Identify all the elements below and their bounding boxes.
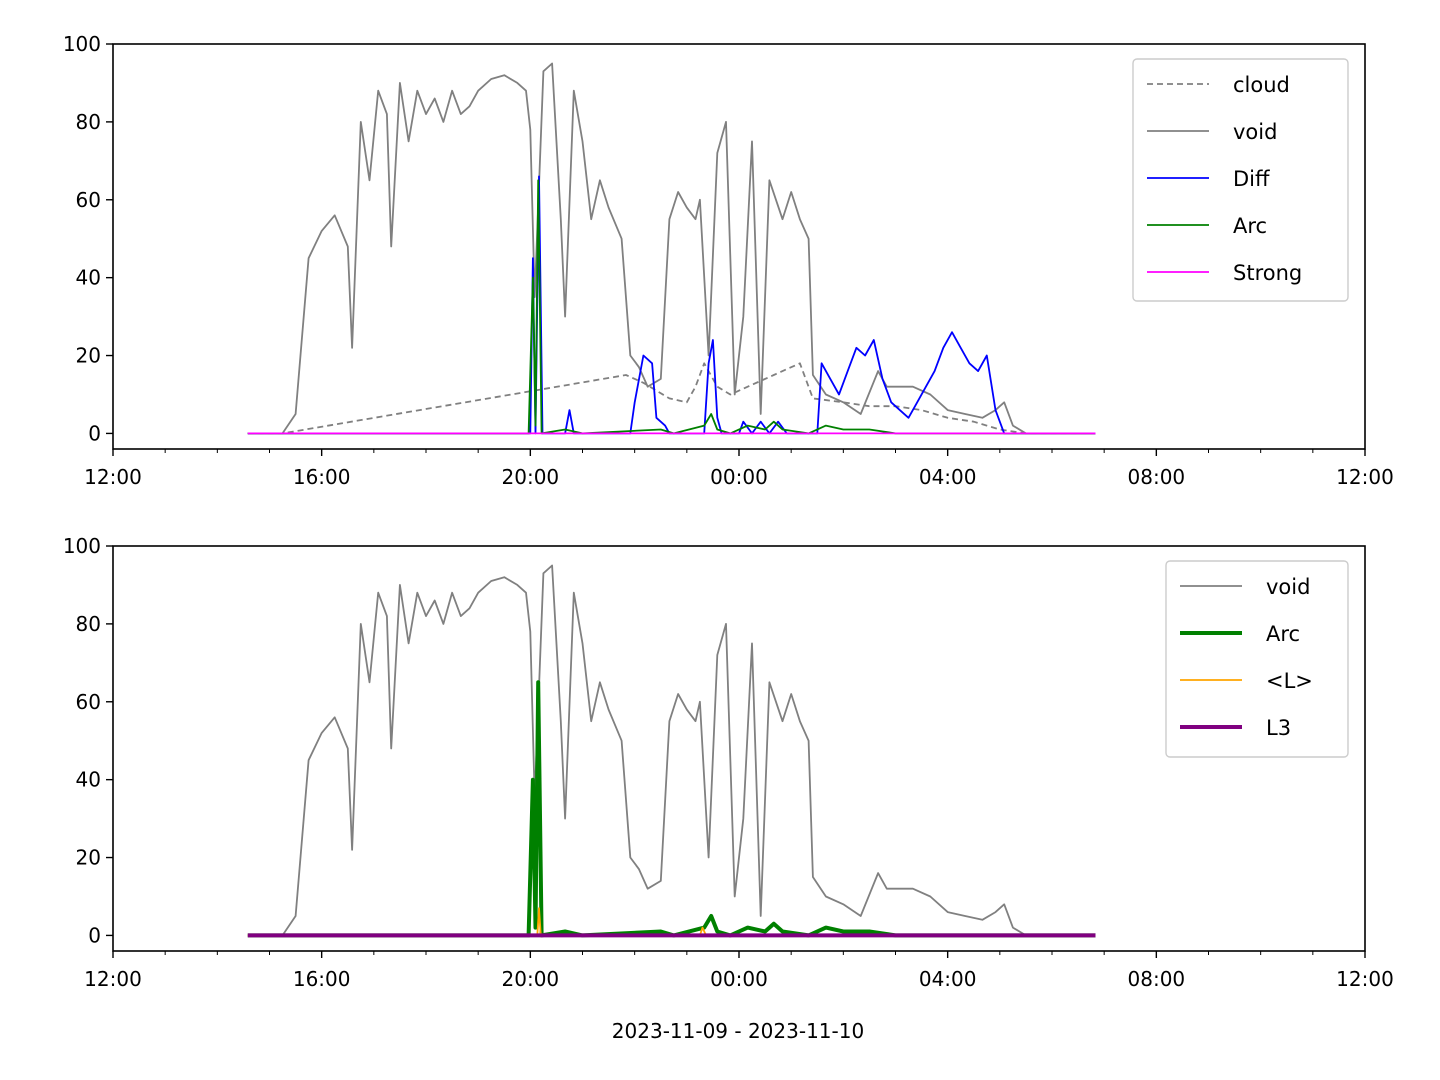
series-group bbox=[247, 564, 1096, 938]
x-tick-label: 08:00 bbox=[1128, 465, 1186, 489]
legend: cloud void Diff Arc Strong bbox=[1132, 58, 1349, 302]
x-tick-label: 12:00 bbox=[1336, 465, 1394, 489]
y-tick-label: 60 bbox=[76, 188, 101, 212]
x-axis-label: 2023-11-09 - 2023-11-10 bbox=[612, 1019, 864, 1043]
x-tick-label: 12:00 bbox=[84, 465, 142, 489]
legend-label: cloud bbox=[1233, 73, 1290, 97]
legend-label: Arc bbox=[1266, 622, 1300, 646]
legend-label: Strong bbox=[1233, 261, 1302, 285]
legend-label: <L> bbox=[1266, 669, 1313, 693]
x-tick-label: 00:00 bbox=[710, 967, 768, 991]
series-line bbox=[247, 179, 1096, 435]
y-tick-label: 80 bbox=[76, 110, 101, 134]
y-tick-label: 20 bbox=[76, 846, 101, 870]
y-tick-label: 100 bbox=[63, 32, 101, 56]
y-tick-label: 100 bbox=[63, 534, 101, 558]
y-tick-label: 80 bbox=[76, 612, 101, 636]
legend-label: void bbox=[1233, 120, 1277, 144]
x-tick-label: 00:00 bbox=[710, 465, 768, 489]
legend-label: Arc bbox=[1233, 214, 1267, 238]
x-tick-label: 08:00 bbox=[1128, 967, 1186, 991]
x-tick-label: 12:00 bbox=[84, 967, 142, 991]
series-group bbox=[247, 62, 1096, 435]
x-tick-label: 20:00 bbox=[502, 967, 560, 991]
x-tick-label: 12:00 bbox=[1336, 967, 1394, 991]
y-tick-label: 40 bbox=[76, 266, 101, 290]
x-tick-label: 20:00 bbox=[502, 465, 560, 489]
series-line bbox=[247, 564, 1096, 937]
legend-label: void bbox=[1266, 575, 1310, 599]
chart-top: 0 20 40 60 80 100 12:00 16:00 20:00 00:00 04:00 08:… bbox=[63, 32, 1394, 489]
legend: void Arc <L> L3 bbox=[1165, 560, 1349, 758]
x-tick-label: 16:00 bbox=[293, 967, 351, 991]
y-tick-label: 40 bbox=[76, 768, 101, 792]
x-tick-label: 04:00 bbox=[919, 465, 977, 489]
y-tick-label: 60 bbox=[76, 690, 101, 714]
legend-label: L3 bbox=[1266, 716, 1291, 740]
y-tick-label: 0 bbox=[88, 421, 101, 445]
x-tick-label: 16:00 bbox=[293, 465, 351, 489]
series-line bbox=[247, 680, 1096, 938]
y-tick-label: 20 bbox=[76, 344, 101, 368]
y-tick-label: 0 bbox=[88, 923, 101, 947]
series-line bbox=[247, 907, 1096, 937]
series-line bbox=[247, 362, 1096, 435]
series-line bbox=[247, 62, 1096, 435]
legend-box bbox=[1165, 560, 1349, 758]
chart-bottom: 0 20 40 60 80 100 12:00 16:00 20:00 00:00 04:00 08:… bbox=[63, 534, 1394, 991]
legend-label: Diff bbox=[1233, 167, 1270, 191]
x-tick-label: 04:00 bbox=[919, 967, 977, 991]
legend-box bbox=[1132, 58, 1349, 302]
